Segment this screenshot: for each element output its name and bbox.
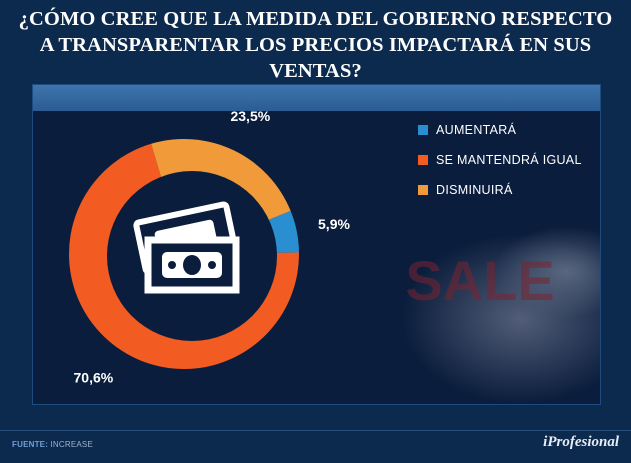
legend: AUMENTARÁ SE MANTENDRÁ IGUAL DISMINUIRÁ: [418, 120, 582, 210]
legend-swatch: [418, 155, 428, 165]
label-aumentara: 5,9%: [318, 216, 350, 232]
legend-swatch: [418, 125, 428, 135]
label-disminuira: 23,5%: [230, 108, 270, 124]
chart-title: ¿CÓMO CREE QUE LA MEDIDA DEL GOBIERNO RE…: [0, 6, 631, 84]
source-note: FUENTE: INCREASE: [12, 440, 93, 449]
source-label: FUENTE:: [12, 440, 49, 449]
title-line-1: ¿CÓMO CREE QUE LA MEDIDA DEL GOBIERNO RE…: [18, 8, 613, 30]
slice-labels: 5,9% 70,6% 23,5%: [74, 108, 351, 385]
legend-item-aumentara: AUMENTARÁ: [418, 120, 582, 140]
legend-item-disminuira: DISMINUIRÁ: [418, 180, 582, 200]
footer-divider: [0, 430, 631, 431]
brand-logo: iProfesional: [543, 434, 619, 450]
legend-swatch: [418, 185, 428, 195]
label-se-mantendra-igual: 70,6%: [74, 369, 114, 385]
sale-sign-text: SALE: [405, 249, 554, 312]
legend-item-se-mantendra-igual: SE MANTENDRÁ IGUAL: [418, 150, 582, 170]
source-value: INCREASE: [48, 440, 93, 449]
title-line-2: A TRANSPARENTAR LOS PRECIOS IMPACTARÁ EN…: [39, 34, 592, 82]
money-bills-icon: [107, 171, 277, 341]
sale-photo-background: [373, 215, 600, 404]
legend-label: AUMENTARÁ: [436, 123, 517, 137]
legend-label: SE MANTENDRÁ IGUAL: [436, 153, 582, 167]
legend-label: DISMINUIRÁ: [436, 183, 513, 197]
panel-header-bar: [33, 85, 600, 111]
